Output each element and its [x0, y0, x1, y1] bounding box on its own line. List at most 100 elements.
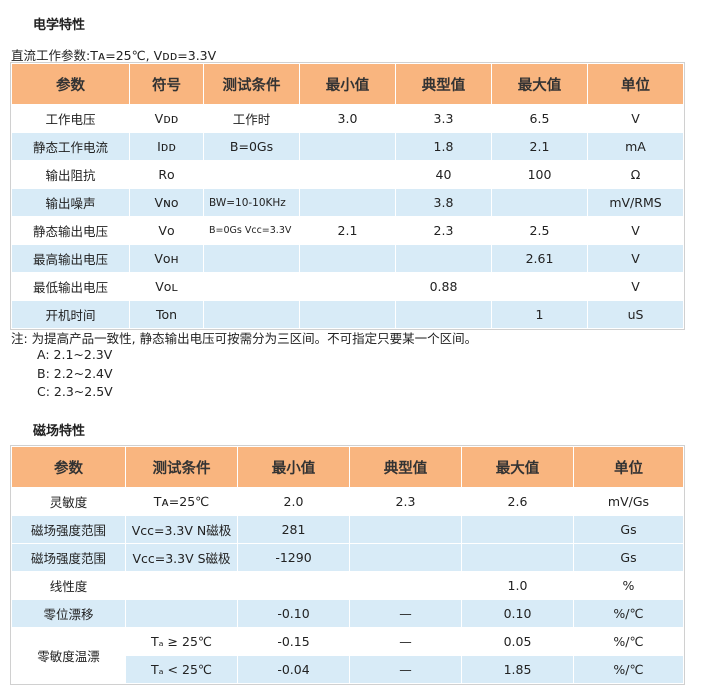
unit-cell: V [587, 244, 684, 273]
param-cell: 静态输出电压 [11, 216, 130, 245]
typ-cell [349, 571, 462, 600]
condition-cell: Tₐ ≥ 25℃ [125, 627, 238, 656]
param-cell: 开机时间 [11, 300, 130, 329]
symbol-cell: Vᴏ [129, 216, 204, 245]
max-cell: 6.5 [491, 104, 588, 133]
unit-cell: mV/RMS [587, 188, 684, 217]
typ-cell: — [349, 627, 462, 656]
condition-cell: Vcc=3.3V S磁极 [125, 543, 238, 572]
symbol-cell: Iᴅᴅ [129, 132, 204, 161]
table-row: 静态输出电压 Vᴏ B=0Gs Vcc=3.3V 2.1 2.3 2.5 V [11, 216, 684, 245]
typ-cell: 2.3 [349, 487, 462, 516]
table-row: 静态工作电流 Iᴅᴅ B=0Gs 1.8 2.1 mA [11, 132, 684, 161]
max-cell: 2.61 [491, 244, 588, 273]
typ-cell: — [349, 599, 462, 628]
param-cell: 工作电压 [11, 104, 130, 133]
header-condition: 测试条件 [203, 63, 300, 105]
unit-cell: V [587, 104, 684, 133]
max-cell [461, 543, 574, 572]
unit-cell: % [573, 571, 684, 600]
table-row: 最低输出电压 Vᴏʟ 0.88 V [11, 272, 684, 301]
min-cell: -1290 [237, 543, 350, 572]
table-row: 工作电压 Vᴅᴅ 工作时 3.0 3.3 6.5 V [11, 104, 684, 133]
header-unit: 单位 [587, 63, 684, 105]
max-cell: 0.05 [461, 627, 574, 656]
min-cell: 2.1 [299, 216, 396, 245]
param-cell: 静态工作电流 [11, 132, 130, 161]
magnetic-header-row: 参数 测试条件 最小值 典型值 最大值 单位 [11, 446, 684, 488]
min-cell: -0.04 [237, 655, 350, 684]
max-cell: 1 [491, 300, 588, 329]
symbol-cell: Vɴᴏ [129, 188, 204, 217]
unit-cell: mA [587, 132, 684, 161]
condition-cell [125, 571, 238, 600]
unit-cell: Gs [573, 543, 684, 572]
max-cell: 2.5 [491, 216, 588, 245]
unit-cell: Ω [587, 160, 684, 189]
min-cell: 281 [237, 515, 350, 544]
electrical-heading: 电学特性 [33, 18, 86, 33]
max-cell [461, 515, 574, 544]
table-row: 输出噪声 Vɴᴏ BW=10-10KHz 3.8 mV/RMS [11, 188, 684, 217]
typ-cell [395, 300, 492, 329]
typ-cell [349, 515, 462, 544]
min-cell [299, 272, 396, 301]
condition-cell: B=0Gs Vcc=3.3V [203, 216, 300, 245]
range-a: A: 2.1~2.3V [37, 347, 113, 362]
table-row: 零敏度温漂 Tₐ ≥ 25℃ -0.15 — 0.05 %/℃ [11, 627, 684, 684]
header-min: 最小值 [237, 446, 350, 488]
header-param: 参数 [11, 63, 130, 105]
magnetic-table: 参数 测试条件 最小值 典型值 最大值 单位 灵敏度 Tᴀ=25℃ 2.0 2.… [10, 445, 685, 685]
condition-cell [203, 272, 300, 301]
min-cell: 3.0 [299, 104, 396, 133]
header-min: 最小值 [299, 63, 396, 105]
table-row: 输出阻抗 Rᴏ 40 100 Ω [11, 160, 684, 189]
typ-cell: 1.8 [395, 132, 492, 161]
unit-cell: V [587, 272, 684, 301]
typ-cell: 3.8 [395, 188, 492, 217]
condition-cell: 工作时 [203, 104, 300, 133]
symbol-cell: Rᴏ [129, 160, 204, 189]
unit-cell: Gs [573, 515, 684, 544]
typ-cell: 40 [395, 160, 492, 189]
max-cell: 2.6 [461, 487, 574, 516]
param-cell: 最高输出电压 [11, 244, 130, 273]
table-row: 零位漂移 -0.10 — 0.10 %/℃ [11, 599, 684, 628]
magnetic-heading: 磁场特性 [33, 424, 86, 439]
param-cell: 磁场强度范围 [11, 543, 126, 572]
symbol-cell: Vᴏʜ [129, 244, 204, 273]
unit-cell: uS [587, 300, 684, 329]
param-cell: 零敏度温漂 [11, 627, 126, 684]
header-max: 最大值 [461, 446, 574, 488]
param-cell: 线性度 [11, 571, 126, 600]
min-cell [299, 132, 396, 161]
max-cell: 1.0 [461, 571, 574, 600]
unit-cell: mV/Gs [573, 487, 684, 516]
max-cell: 1.85 [461, 655, 574, 684]
table-row: 磁场强度范围 Vcc=3.3V S磁极 -1290 Gs [11, 543, 684, 572]
header-param: 参数 [11, 446, 126, 488]
header-unit: 单位 [573, 446, 684, 488]
table-row: 灵敏度 Tᴀ=25℃ 2.0 2.3 2.6 mV/Gs [11, 487, 684, 516]
max-cell [491, 188, 588, 217]
param-cell: 灵敏度 [11, 487, 126, 516]
table-row: 磁场强度范围 Vcc=3.3V N磁极 281 Gs [11, 515, 684, 544]
condition-cell: BW=10-10KHz [203, 188, 300, 217]
note-text: 注: 为提高产品一致性, 静态输出电压可按需分为三区间。不可指定只要某一个区间。 [11, 331, 478, 346]
condition-cell [203, 244, 300, 273]
param-cell: 输出噪声 [11, 188, 130, 217]
symbol-cell: Vᴏʟ [129, 272, 204, 301]
unit-cell: %/℃ [573, 655, 684, 684]
min-cell [299, 160, 396, 189]
min-cell: -0.15 [237, 627, 350, 656]
unit-cell: %/℃ [573, 627, 684, 656]
typ-cell [395, 244, 492, 273]
param-cell: 零位漂移 [11, 599, 126, 628]
min-cell: -0.10 [237, 599, 350, 628]
param-cell: 磁场强度范围 [11, 515, 126, 544]
electrical-header-row: 参数 符号 测试条件 最小值 典型值 最大值 单位 [11, 63, 684, 105]
table-row: 最高输出电压 Vᴏʜ 2.61 V [11, 244, 684, 273]
symbol-cell: Vᴅᴅ [129, 104, 204, 133]
condition-cell [125, 599, 238, 628]
max-cell [491, 272, 588, 301]
